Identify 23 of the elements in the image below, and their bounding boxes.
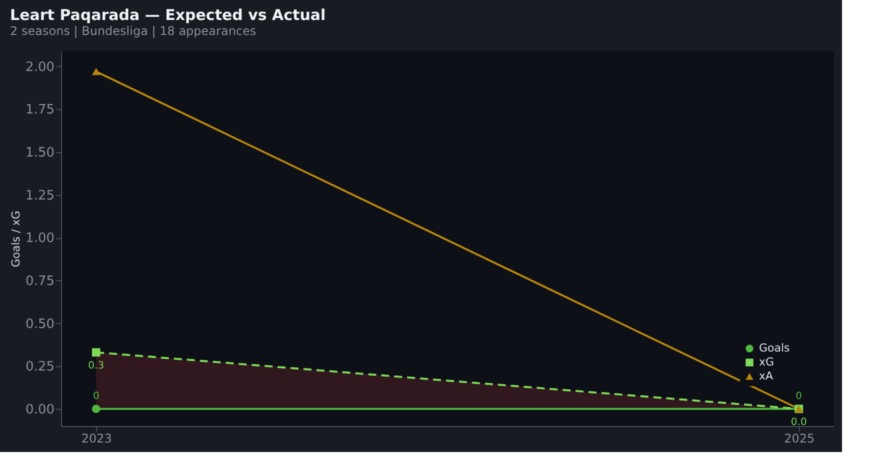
y-tick-label: 0.00	[26, 402, 54, 418]
x-tick-label: 2025	[784, 432, 815, 446]
legend-label: Goals	[759, 342, 790, 354]
chart-title: Leart Paqarada — Expected vs Actual	[10, 6, 326, 24]
point	[92, 348, 100, 357]
y-tick-label: 1.25	[26, 188, 54, 204]
y-tick-label: 2.00	[26, 60, 54, 75]
y-tick-label: 1.50	[26, 146, 54, 161]
y-tick-label: 0.25	[26, 360, 54, 375]
y-tick-label: 0.50	[26, 316, 54, 332]
data-label: 0.3	[88, 360, 104, 372]
point	[92, 404, 100, 414]
y-tick-label: 1.75	[26, 102, 54, 118]
data-label: 0	[796, 390, 802, 402]
x-tick-label: 2023	[81, 432, 112, 446]
chart-subtitle: 2 seasons | Bundesliga | 18 appearances	[10, 24, 256, 38]
y-tick-label: 0.75	[26, 274, 54, 289]
data-label: 0	[92, 390, 100, 402]
legend-label: xG	[759, 356, 774, 368]
legend-label: xA	[759, 370, 774, 382]
y-tick-label: 1.00	[26, 231, 54, 246]
y-axis-title: Goals / xG	[10, 210, 23, 268]
data-label: 0.0	[790, 416, 807, 428]
